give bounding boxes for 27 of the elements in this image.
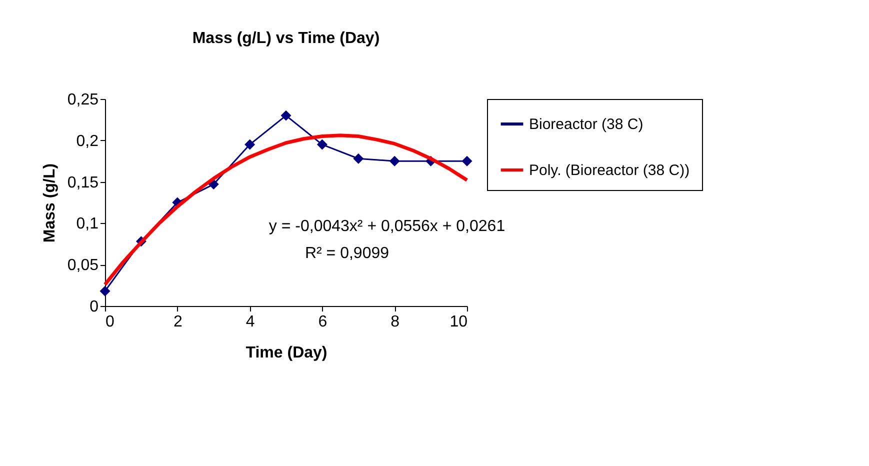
x-tick-label: 8 bbox=[390, 314, 400, 330]
point bbox=[100, 286, 110, 296]
annotation: y = -0,0043x² + 0,0556x + 0,0261 bbox=[268, 218, 506, 235]
point bbox=[353, 153, 364, 164]
point bbox=[462, 156, 472, 166]
annotation: R² = 0,9099 bbox=[304, 245, 390, 262]
point bbox=[389, 156, 400, 166]
y-axis-title: Mass (g/L) bbox=[41, 163, 58, 243]
chart-title: Mass (g/L) vs Time (Day) bbox=[192, 30, 380, 47]
x-tick-label: 6 bbox=[318, 314, 328, 330]
x-tick-label: 0 bbox=[106, 314, 114, 330]
point bbox=[280, 110, 292, 121]
point bbox=[244, 139, 256, 150]
y-tick-label: 0,1 bbox=[76, 216, 99, 233]
y-tick-label: 0,15 bbox=[67, 174, 99, 192]
legend-label: Poly. (Bioreactor (38 C)) bbox=[529, 162, 690, 179]
x-tick-label: 10 bbox=[450, 314, 468, 330]
y-tick-label: 0,2 bbox=[76, 132, 99, 150]
x-tick-label: 2 bbox=[173, 314, 182, 330]
point bbox=[316, 139, 328, 150]
y-tick-label: 0,05 bbox=[67, 257, 99, 274]
x-axis-title: Time (Day) bbox=[246, 344, 328, 362]
x-tick-label: 4 bbox=[246, 314, 255, 330]
y-tick-label: 0,25 bbox=[67, 92, 99, 108]
legend-label: Bioreactor (38 C) bbox=[529, 116, 644, 133]
y-tick-label: 0 bbox=[90, 298, 99, 316]
point bbox=[208, 179, 219, 190]
